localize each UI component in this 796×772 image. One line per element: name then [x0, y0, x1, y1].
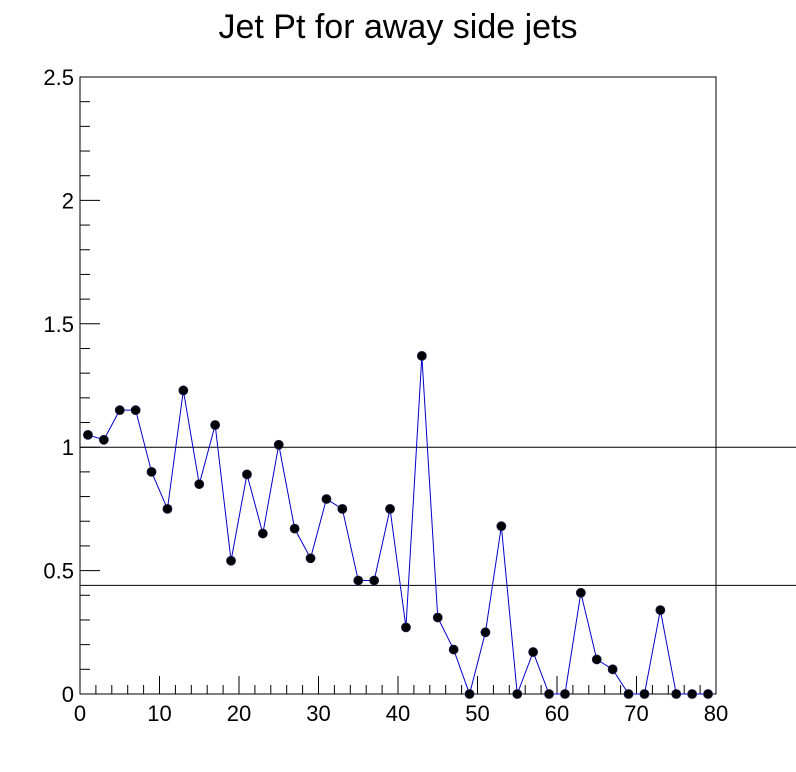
y-tick-label: 1.5	[43, 312, 74, 337]
data-point	[496, 521, 507, 532]
x-tick-label: 80	[704, 701, 728, 726]
data-point	[257, 528, 268, 539]
y-tick-label: 2	[62, 188, 74, 213]
series-line	[87, 355, 709, 696]
x-tick-label: 0	[74, 701, 86, 726]
data-point	[432, 612, 443, 623]
data-point	[639, 689, 650, 699]
data-point	[162, 503, 173, 514]
data-point	[623, 689, 634, 699]
data-point	[575, 587, 586, 598]
chart-title: Jet Pt for away side jets	[218, 8, 577, 46]
data-point	[305, 553, 316, 564]
data-point	[210, 420, 221, 430]
x-tick-label: 70	[624, 701, 648, 726]
data-point	[671, 689, 682, 699]
data-point	[703, 689, 713, 699]
y-tick-label: 2.5	[43, 65, 74, 90]
data-point	[464, 689, 475, 699]
x-axis: 0 10 20 30 40 50 60 70 80	[74, 676, 728, 726]
data-point	[337, 503, 348, 514]
data-point	[353, 575, 364, 586]
reference-lines	[80, 446, 796, 586]
data-point	[83, 429, 93, 440]
data-point	[178, 385, 189, 396]
data-point	[544, 689, 554, 699]
data-point	[607, 664, 618, 675]
data-point	[98, 434, 109, 445]
data-point	[655, 605, 666, 615]
data-point	[385, 503, 395, 514]
y-tick-label: 0	[62, 682, 74, 707]
x-tick-label: 20	[227, 701, 251, 726]
data-point	[226, 555, 236, 566]
data-point	[480, 627, 491, 638]
data-point	[146, 466, 157, 477]
x-tick-label: 50	[465, 701, 489, 726]
data-point	[416, 350, 427, 361]
data-point	[560, 689, 570, 699]
data-point	[528, 647, 539, 657]
x-tick-label: 10	[147, 701, 171, 726]
data-point	[114, 405, 125, 416]
data-point	[687, 689, 698, 699]
x-tick-label: 40	[386, 701, 410, 726]
data-point	[242, 469, 252, 480]
data-point	[369, 575, 380, 586]
data-point	[273, 439, 284, 450]
data-point	[194, 479, 205, 490]
data-point	[448, 644, 459, 655]
data-point	[401, 622, 411, 633]
data-series	[83, 350, 713, 699]
data-point	[289, 523, 300, 534]
plot-frame	[79, 76, 717, 695]
data-point	[321, 494, 332, 504]
y-tick-label: 1	[62, 435, 74, 460]
y-tick-label: 0.5	[43, 559, 74, 584]
x-tick-label: 60	[545, 701, 569, 726]
data-point	[130, 405, 141, 416]
x-tick-label: 30	[306, 701, 330, 726]
data-point	[512, 689, 523, 699]
data-point	[591, 654, 602, 665]
y-axis: 0 0.5 1 1.5 2 2.5	[43, 65, 100, 707]
